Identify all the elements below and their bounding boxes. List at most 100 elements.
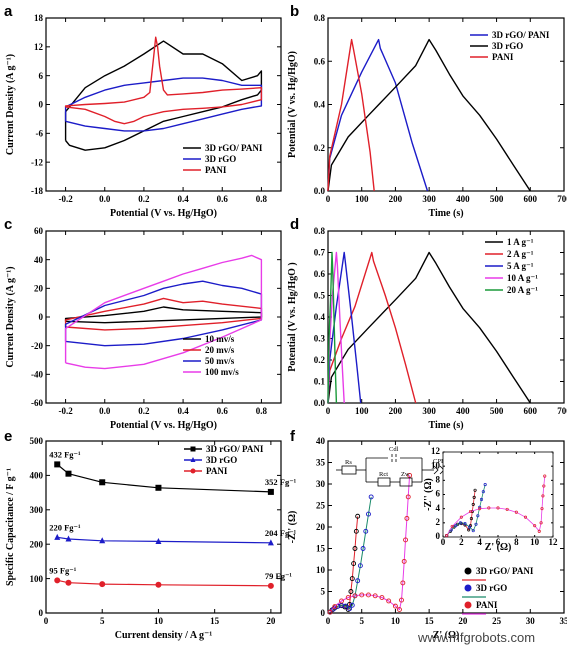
data-point bbox=[450, 524, 454, 528]
panel-label: b bbox=[290, 3, 299, 20]
data-point bbox=[472, 495, 476, 499]
data-point bbox=[479, 497, 484, 502]
data-point bbox=[483, 483, 487, 487]
y-tick-label: 30 bbox=[316, 479, 326, 489]
x-tick-label: 0 bbox=[326, 406, 331, 416]
data-point bbox=[445, 534, 449, 538]
y-tick-label: 6 bbox=[436, 489, 441, 499]
chart-panel-a: a -0.2 0.0 0.2 0.4 0.6 0.8 -18 -12 -6 0 6 12 18 Potent… bbox=[4, 3, 282, 219]
data-point bbox=[363, 528, 369, 534]
series-line bbox=[446, 484, 486, 536]
data-point bbox=[267, 582, 274, 589]
x-tick-label: 0.0 bbox=[99, 406, 111, 416]
legend-label: 50 mv/s bbox=[205, 356, 235, 366]
data-point bbox=[345, 595, 351, 600]
data-point bbox=[190, 468, 196, 474]
y-tick-label: 0.4 bbox=[314, 312, 326, 322]
y-tick-label: 500 bbox=[30, 436, 44, 446]
data-point bbox=[514, 510, 518, 514]
y-tick-label: 35 bbox=[316, 458, 326, 468]
series-line bbox=[327, 251, 531, 404]
x-tick-label: 0.2 bbox=[138, 194, 150, 204]
data-point bbox=[463, 521, 467, 526]
x-axis-label: Potential (V vs. Hg/HgO) bbox=[110, 420, 217, 431]
x-tick-label: 30 bbox=[526, 616, 536, 626]
data-point bbox=[469, 517, 473, 521]
y-tick-label: 0.4 bbox=[314, 100, 326, 110]
y-tick-label: 400 bbox=[30, 471, 44, 481]
y-tick-label: 0.3 bbox=[314, 334, 326, 344]
data-point bbox=[496, 506, 500, 510]
x-tick-label: 200 bbox=[389, 194, 403, 204]
data-point bbox=[267, 488, 274, 495]
y-tick-label: 0 bbox=[321, 608, 326, 618]
data-point bbox=[372, 593, 378, 599]
y-tick-label: 10 bbox=[316, 565, 326, 575]
warburg-zw bbox=[399, 477, 413, 487]
y-axis-label: Current Density (A g⁻¹) bbox=[5, 54, 16, 155]
series-line bbox=[57, 579, 271, 587]
x-tick-label: 15 bbox=[425, 616, 435, 626]
y-tick-label: 0.8 bbox=[314, 13, 326, 23]
chart-panel-d: d 0 100 200 300 400 500 600 700 0.0 0.1 0.2 0.3 0.4 0.… bbox=[287, 216, 567, 431]
series-line bbox=[57, 536, 271, 544]
legend-label: 10 A g⁻¹ bbox=[507, 273, 538, 283]
data-point bbox=[474, 522, 478, 526]
y-tick-label: 4 bbox=[436, 503, 441, 513]
x-tick-label: 20 bbox=[266, 616, 276, 626]
data-point bbox=[339, 598, 344, 604]
x-tick-label: 0.6 bbox=[217, 194, 229, 204]
data-label: 432 Fg⁻¹ bbox=[49, 449, 81, 459]
x-tick-label: 0.2 bbox=[138, 406, 150, 416]
data-point bbox=[459, 515, 463, 519]
x-tick-label: 0.8 bbox=[256, 194, 268, 204]
data-point bbox=[471, 529, 475, 533]
data-point bbox=[65, 535, 72, 542]
x-tick-label: 25 bbox=[492, 616, 502, 626]
x-tick-label: 700 bbox=[557, 406, 567, 416]
x-tick-label: 15 bbox=[210, 616, 220, 626]
y-tick-label: 0.1 bbox=[314, 377, 326, 387]
legend-marker bbox=[464, 584, 472, 592]
series-line bbox=[327, 251, 345, 404]
y-tick-label: 0.0 bbox=[314, 186, 326, 196]
y-tick-label: 0.0 bbox=[314, 398, 326, 408]
y-tick-label: 0.2 bbox=[314, 143, 326, 153]
y-tick-label: -60 bbox=[31, 398, 43, 408]
legend-label: PANI bbox=[206, 466, 228, 476]
x-tick-label: 0.4 bbox=[177, 194, 189, 204]
data-point bbox=[352, 593, 358, 599]
series-line bbox=[64, 306, 263, 324]
x-tick-label: 0 bbox=[44, 616, 49, 626]
x-tick-label: 5 bbox=[100, 616, 105, 626]
y-tick-label: 0 bbox=[39, 608, 44, 618]
data-point bbox=[476, 514, 480, 518]
data-point bbox=[400, 580, 406, 586]
series-line bbox=[327, 38, 429, 192]
panel-label: a bbox=[4, 3, 13, 20]
data-label: 204 Fg⁻¹ bbox=[265, 528, 297, 538]
y-axis-label: Specific Capacitance / F g⁻¹ bbox=[5, 468, 16, 586]
x-tick-label: 6 bbox=[496, 537, 501, 547]
x-tick-label: 10 bbox=[391, 616, 401, 626]
data-point bbox=[349, 576, 355, 582]
data-point bbox=[343, 603, 348, 609]
data-point bbox=[405, 494, 411, 500]
x-tick-label: 0.6 bbox=[217, 406, 229, 416]
data-point bbox=[478, 507, 482, 511]
x-axis-label: Z' (Ω) bbox=[433, 630, 460, 641]
data-point bbox=[487, 506, 491, 510]
circuit-label: Rct bbox=[379, 471, 388, 478]
x-tick-label: 200 bbox=[389, 406, 403, 416]
data-point bbox=[392, 603, 398, 609]
data-point bbox=[467, 528, 471, 532]
circuit-label: Cdl bbox=[389, 446, 399, 453]
series-line bbox=[446, 476, 546, 536]
y-tick-label: 20 bbox=[316, 522, 326, 532]
data-point bbox=[65, 470, 72, 477]
x-tick-label: 400 bbox=[456, 194, 470, 204]
legend-label: 3D rGO/ PANI bbox=[206, 444, 264, 454]
data-point bbox=[190, 446, 196, 452]
y-axis-label: -Z'' (Ω) bbox=[287, 511, 298, 544]
data-point bbox=[347, 606, 353, 612]
